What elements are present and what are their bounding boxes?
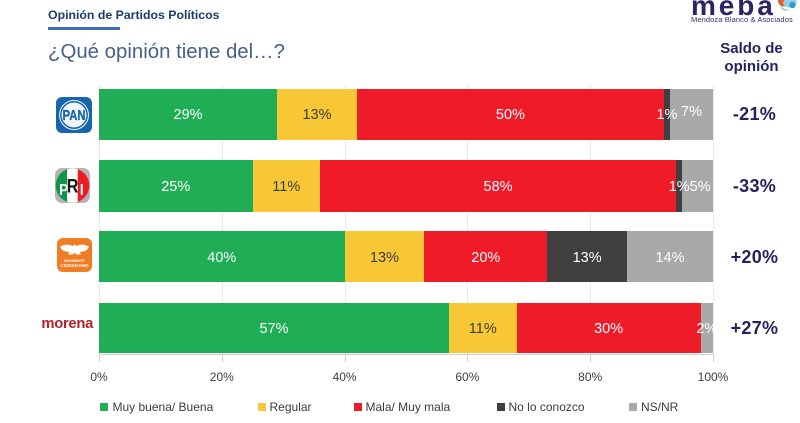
svg-text:R: R: [67, 175, 79, 197]
svg-text:PAN: PAN: [62, 107, 85, 124]
svg-text:MOVIMIENTO: MOVIMIENTO: [64, 259, 85, 263]
svg-text:P: P: [59, 182, 68, 199]
svg-text:CIUDADANO: CIUDADANO: [60, 263, 88, 268]
svg-text:I: I: [80, 182, 84, 199]
